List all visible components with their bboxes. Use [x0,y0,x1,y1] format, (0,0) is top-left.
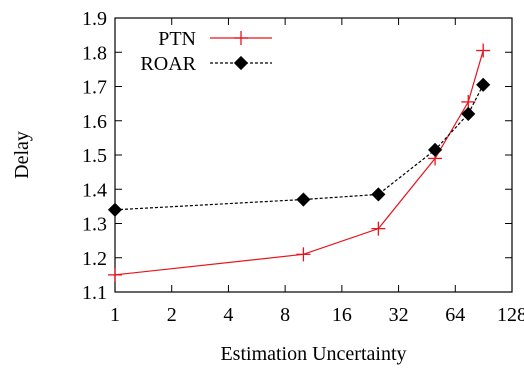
data-point-roar [461,106,476,121]
data-point-roar [296,192,311,207]
y-tick-label: 1.6 [82,111,107,133]
data-point-roar [107,202,123,217]
legend: PTN ROAR [140,28,272,75]
legend-label: PTN [158,28,196,50]
series-ptn [108,43,491,282]
data-point-ptn [476,43,491,58]
x-tick-label: 32 [389,304,409,326]
x-tick-label: 1 [110,304,120,326]
data-series [107,43,491,282]
x-tick-label: 2 [167,304,177,326]
y-tick-label: 1.9 [82,8,107,30]
legend-marker [234,31,248,45]
data-point-roar [476,77,491,92]
y-tick-label: 1.5 [82,145,107,167]
data-point-roar [428,142,443,157]
data-point-ptn [108,267,122,282]
legend-label: ROAR [140,53,196,75]
x-tick-label: 64 [445,304,465,326]
legend-marker [233,55,249,71]
y-tick-label: 1.8 [82,42,107,64]
y-tick-label: 1.2 [82,248,107,270]
y-tick-label: 1.3 [82,214,107,236]
data-point-ptn [296,247,311,262]
tick-labels: 1 2 4 8 16 32 64 128 1.1 1.2 1.3 1.4 1.5 1.6 1.7 1.8 1.9 [82,8,524,326]
x-tick-label: 8 [280,304,290,326]
y-tick-label: 1.7 [82,77,107,99]
series-roar [107,77,491,217]
data-point-ptn [461,94,476,109]
legend-entry-roar: ROAR [140,53,272,75]
y-axis-title: Delay [11,131,33,179]
data-point-roar [371,187,386,202]
legend-entry-ptn: PTN [158,28,272,50]
x-tick-label: 4 [223,304,233,326]
x-tick-label: 16 [332,304,352,326]
y-tick-label: 1.4 [82,179,107,201]
data-point-ptn [371,221,386,236]
x-axis-title: Estimation Uncertainty [220,343,406,365]
tick-marks [114,17,513,293]
y-tick-label: 1.1 [82,282,107,304]
series-line-ptn [114,50,484,276]
series-line-roar [114,84,484,211]
x-tick-label: 128 [497,304,524,326]
